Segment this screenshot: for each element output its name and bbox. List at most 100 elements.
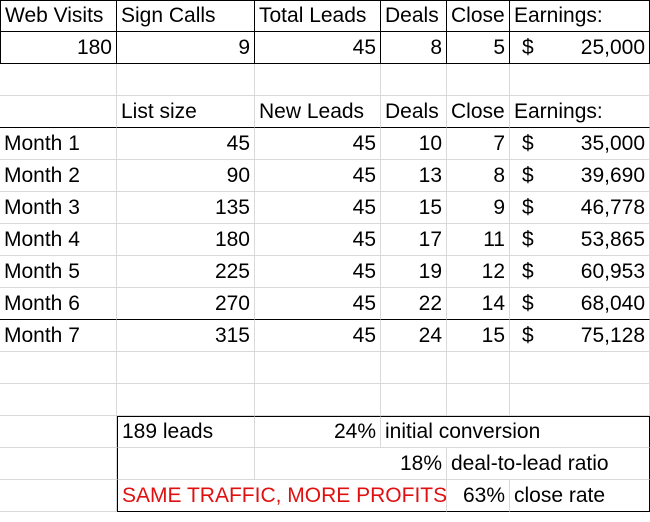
close-value[interactable]: 14 bbox=[447, 288, 510, 320]
new-leads-value[interactable]: 45 bbox=[255, 256, 381, 288]
value-total-leads[interactable]: 45 bbox=[255, 32, 381, 64]
deals-value[interactable]: 19 bbox=[381, 256, 447, 288]
empty-cell[interactable] bbox=[117, 384, 255, 416]
empty-cell[interactable] bbox=[510, 64, 650, 96]
header-monthly-deals[interactable]: Deals bbox=[381, 96, 447, 128]
earnings-amount: 68,040 bbox=[580, 291, 645, 315]
close-value[interactable]: 7 bbox=[447, 128, 510, 160]
empty-cell[interactable] bbox=[0, 448, 117, 480]
value-web-visits[interactable]: 180 bbox=[0, 32, 117, 64]
close-rate-pct[interactable]: 63% bbox=[447, 480, 510, 512]
deals-value[interactable]: 13 bbox=[381, 160, 447, 192]
earnings-value[interactable]: $ 60,953 bbox=[510, 256, 650, 288]
empty-cell[interactable] bbox=[255, 384, 381, 416]
earnings-value[interactable]: $ 39,690 bbox=[510, 160, 650, 192]
empty-cell[interactable] bbox=[0, 96, 117, 128]
header-earnings[interactable]: Earnings: bbox=[510, 0, 650, 32]
month-label[interactable]: Month 3 bbox=[0, 192, 117, 224]
initial-conversion-pct[interactable]: 24% bbox=[255, 416, 381, 448]
value-sign-calls[interactable]: 9 bbox=[117, 32, 255, 64]
empty-cell[interactable] bbox=[381, 384, 447, 416]
list-size-value[interactable]: 270 bbox=[117, 288, 255, 320]
list-size-value[interactable]: 225 bbox=[117, 256, 255, 288]
empty-cell[interactable] bbox=[447, 64, 510, 96]
empty-cell[interactable] bbox=[0, 64, 117, 96]
header-deals[interactable]: Deals bbox=[381, 0, 447, 32]
deal-to-lead-pct[interactable]: 18% bbox=[255, 448, 447, 480]
empty-cell[interactable] bbox=[381, 352, 447, 384]
header-monthly-earnings[interactable]: Earnings: bbox=[510, 96, 650, 128]
value-deals[interactable]: 8 bbox=[381, 32, 447, 64]
list-size-value[interactable]: 135 bbox=[117, 192, 255, 224]
month-label[interactable]: Month 6 bbox=[0, 288, 117, 320]
earnings-amount: 53,865 bbox=[580, 227, 645, 251]
deals-value[interactable]: 10 bbox=[381, 128, 447, 160]
header-sign-calls[interactable]: Sign Calls bbox=[117, 0, 255, 32]
close-value[interactable]: 11 bbox=[447, 224, 510, 256]
new-leads-value[interactable]: 45 bbox=[255, 192, 381, 224]
month-label[interactable]: Month 2 bbox=[0, 160, 117, 192]
earnings-amount: 35,000 bbox=[580, 131, 645, 155]
empty-cell[interactable] bbox=[510, 384, 650, 416]
new-leads-value[interactable]: 45 bbox=[255, 160, 381, 192]
deals-value[interactable]: 15 bbox=[381, 192, 447, 224]
close-value[interactable]: 8 bbox=[447, 160, 510, 192]
list-size-value[interactable]: 315 bbox=[117, 320, 255, 352]
close-rate-label[interactable]: close rate bbox=[510, 480, 650, 512]
empty-cell[interactable] bbox=[117, 64, 255, 96]
deals-value[interactable]: 17 bbox=[381, 224, 447, 256]
deal-to-lead-label[interactable]: deal-to-lead ratio bbox=[447, 448, 650, 480]
new-leads-value[interactable]: 45 bbox=[255, 224, 381, 256]
currency-symbol: $ bbox=[522, 163, 534, 187]
earnings-amount: 46,778 bbox=[580, 195, 645, 219]
empty-cell[interactable] bbox=[447, 384, 510, 416]
empty-cell[interactable] bbox=[0, 416, 117, 448]
close-value[interactable]: 15 bbox=[447, 320, 510, 352]
empty-cell[interactable] bbox=[255, 64, 381, 96]
earnings-value[interactable]: $ 68,040 bbox=[510, 288, 650, 320]
list-size-value[interactable]: 90 bbox=[117, 160, 255, 192]
earnings-value[interactable]: $ 75,128 bbox=[510, 320, 650, 352]
list-size-value[interactable]: 180 bbox=[117, 224, 255, 256]
currency-symbol: $ bbox=[522, 195, 534, 219]
initial-conversion-label[interactable]: initial conversion bbox=[381, 416, 650, 448]
empty-cell[interactable] bbox=[0, 384, 117, 416]
deals-value[interactable]: 22 bbox=[381, 288, 447, 320]
header-new-leads[interactable]: New Leads bbox=[255, 96, 381, 128]
earnings-value[interactable]: $ 35,000 bbox=[510, 128, 650, 160]
month-label[interactable]: Month 4 bbox=[0, 224, 117, 256]
deals-value[interactable]: 24 bbox=[381, 320, 447, 352]
empty-cell[interactable] bbox=[447, 352, 510, 384]
header-monthly-close[interactable]: Close bbox=[447, 96, 510, 128]
earnings-value[interactable]: $ 53,865 bbox=[510, 224, 650, 256]
header-total-leads[interactable]: Total Leads bbox=[255, 0, 381, 32]
header-web-visits[interactable]: Web Visits bbox=[0, 0, 117, 32]
empty-cell[interactable] bbox=[117, 448, 255, 480]
value-earnings[interactable]: $ 25,000 bbox=[510, 32, 650, 64]
empty-cell[interactable] bbox=[255, 352, 381, 384]
month-label[interactable]: Month 1 bbox=[0, 128, 117, 160]
empty-cell[interactable] bbox=[0, 480, 117, 512]
value-close[interactable]: 5 bbox=[447, 32, 510, 64]
header-list-size[interactable]: List size bbox=[117, 96, 255, 128]
empty-cell[interactable] bbox=[510, 352, 650, 384]
empty-cell[interactable] bbox=[0, 352, 117, 384]
new-leads-value[interactable]: 45 bbox=[255, 320, 381, 352]
earnings-amount: 75,128 bbox=[580, 323, 645, 347]
close-value[interactable]: 12 bbox=[447, 256, 510, 288]
total-leads-note[interactable]: 189 leads bbox=[117, 416, 255, 448]
list-size-value[interactable]: 45 bbox=[117, 128, 255, 160]
close-value[interactable]: 9 bbox=[447, 192, 510, 224]
empty-cell[interactable] bbox=[381, 64, 447, 96]
new-leads-value[interactable]: 45 bbox=[255, 128, 381, 160]
header-close[interactable]: Close bbox=[447, 0, 510, 32]
month-label[interactable]: Month 7 bbox=[0, 320, 117, 352]
earnings-value[interactable]: $ 46,778 bbox=[510, 192, 650, 224]
new-leads-value[interactable]: 45 bbox=[255, 288, 381, 320]
slogan-text[interactable]: SAME TRAFFIC, MORE PROFITS. bbox=[117, 480, 447, 512]
month-label[interactable]: Month 5 bbox=[0, 256, 117, 288]
currency-symbol: $ bbox=[522, 131, 534, 155]
empty-cell[interactable] bbox=[117, 352, 255, 384]
